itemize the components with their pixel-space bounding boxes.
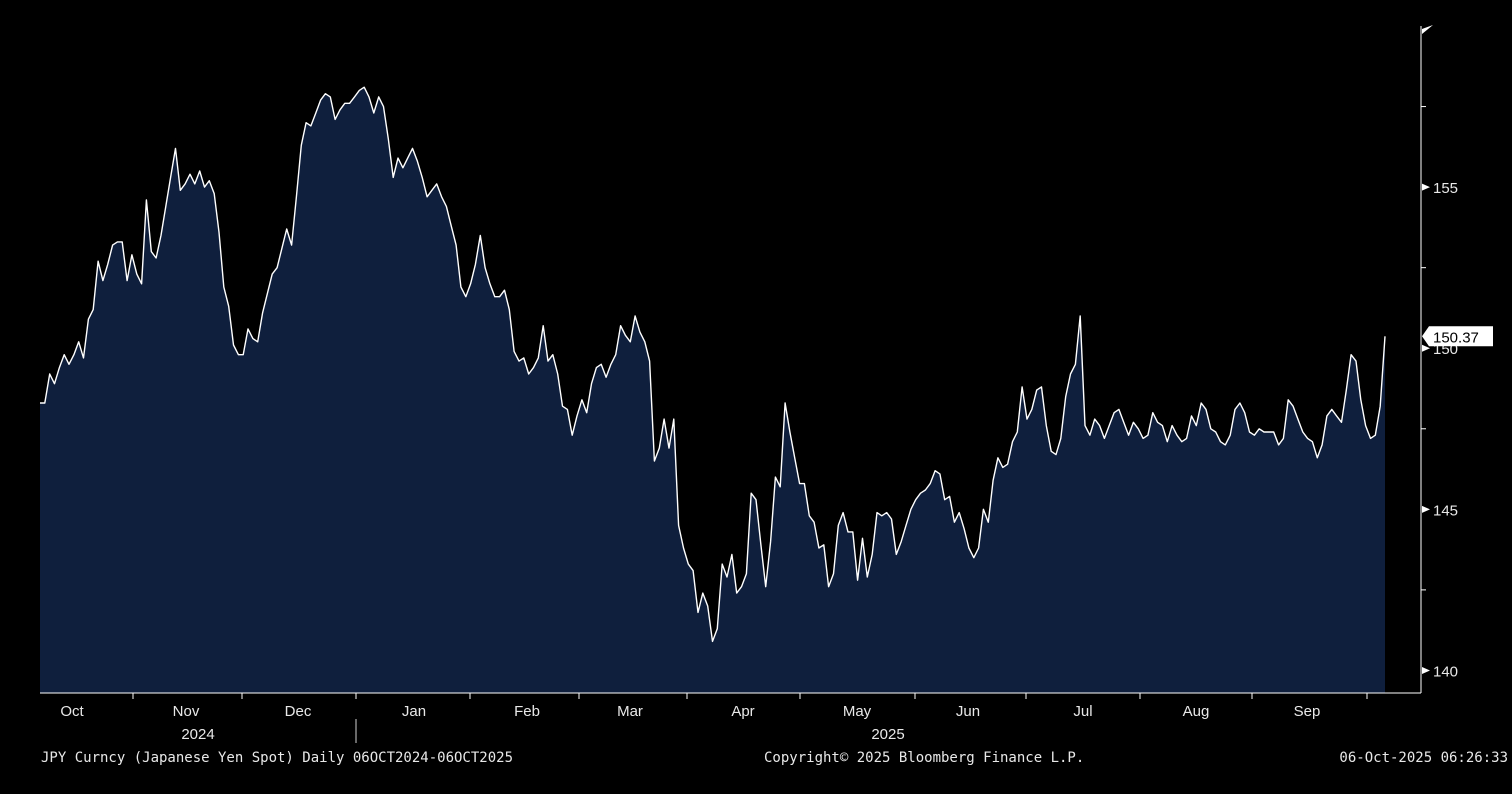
y-top-marker xyxy=(1422,25,1433,34)
y-tick-mark xyxy=(1422,505,1430,513)
price-line xyxy=(40,86,1386,643)
x-month-label: Feb xyxy=(514,703,540,720)
x-year-label: 2025 xyxy=(871,726,904,743)
x-year-label: 2024 xyxy=(181,726,214,743)
x-month-label: May xyxy=(843,703,872,720)
footer-security-description: JPY Curncy (Japanese Yen Spot) Daily 06O… xyxy=(41,750,514,766)
x-month-label: Aug xyxy=(1183,703,1210,720)
x-month-label: Jan xyxy=(402,703,426,720)
y-tick-label: 140 xyxy=(1433,663,1458,680)
y-tick-label: 145 xyxy=(1433,502,1458,519)
x-month-label: Dec xyxy=(285,703,312,720)
y-tick-mark xyxy=(1422,666,1430,674)
last-value-label: 150.37 xyxy=(1433,329,1479,346)
price-area xyxy=(40,87,1385,693)
last-value-tag xyxy=(1422,326,1493,347)
x-month-label: Mar xyxy=(617,703,643,720)
y-tick-label: 155 xyxy=(1433,180,1458,197)
y-tick-mark xyxy=(1422,183,1430,191)
x-month-label: Apr xyxy=(731,703,754,720)
plot-layer xyxy=(40,86,1386,693)
x-month-label: Oct xyxy=(60,703,84,720)
x-month-label: Jun xyxy=(956,703,980,720)
x-month-label: Sep xyxy=(1294,703,1321,720)
y-tick-mark xyxy=(1422,344,1430,352)
x-month-label: Nov xyxy=(173,703,200,720)
x-month-label: Jul xyxy=(1073,703,1092,720)
footer-timestamp: 06-Oct-2025 06:26:33 xyxy=(1339,750,1508,766)
footer-copyright: Copyright© 2025 Bloomberg Finance L.P. xyxy=(764,750,1085,766)
